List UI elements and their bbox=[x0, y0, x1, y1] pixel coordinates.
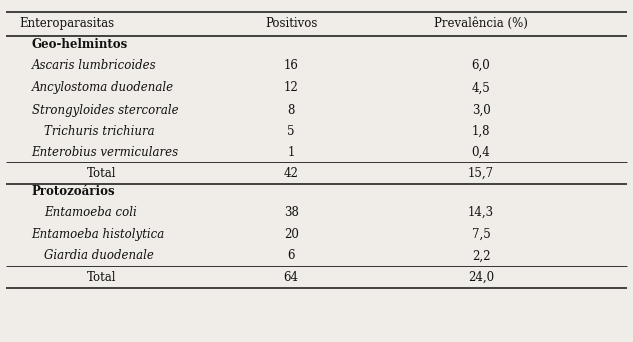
Text: Prevalência (%): Prevalência (%) bbox=[434, 17, 528, 30]
Text: 8: 8 bbox=[287, 104, 295, 117]
Text: Protozoários: Protozoários bbox=[32, 185, 115, 198]
Text: 6: 6 bbox=[287, 249, 295, 262]
Text: 16: 16 bbox=[284, 59, 299, 72]
Text: 1,8: 1,8 bbox=[472, 125, 491, 138]
Text: Total: Total bbox=[87, 271, 116, 284]
Text: 3,0: 3,0 bbox=[472, 104, 491, 117]
Text: Trichuris trichiura: Trichuris trichiura bbox=[44, 125, 155, 138]
Text: 15,7: 15,7 bbox=[468, 167, 494, 180]
Text: 42: 42 bbox=[284, 167, 299, 180]
Text: Enteroparasitas: Enteroparasitas bbox=[19, 17, 114, 30]
Text: Ascaris lumbricoides: Ascaris lumbricoides bbox=[32, 59, 156, 72]
Text: Ancylostoma duodenale: Ancylostoma duodenale bbox=[32, 81, 174, 94]
Text: Entamoeba coli: Entamoeba coli bbox=[44, 206, 137, 219]
Text: 20: 20 bbox=[284, 228, 299, 241]
Text: 1: 1 bbox=[287, 146, 295, 159]
Text: 64: 64 bbox=[284, 271, 299, 284]
Text: 4,5: 4,5 bbox=[472, 81, 491, 94]
Text: 14,3: 14,3 bbox=[468, 206, 494, 219]
Text: Strongyloides stercorale: Strongyloides stercorale bbox=[32, 104, 179, 117]
Text: 2,2: 2,2 bbox=[472, 249, 491, 262]
Text: Giardia duodenale: Giardia duodenale bbox=[44, 249, 154, 262]
Text: Total: Total bbox=[87, 167, 116, 180]
Text: 24,0: 24,0 bbox=[468, 271, 494, 284]
Text: 5: 5 bbox=[287, 125, 295, 138]
Text: Enterobius vermiculares: Enterobius vermiculares bbox=[32, 146, 179, 159]
Text: 0,4: 0,4 bbox=[472, 146, 491, 159]
Text: Positivos: Positivos bbox=[265, 17, 317, 30]
Text: 6,0: 6,0 bbox=[472, 59, 491, 72]
Text: 7,5: 7,5 bbox=[472, 228, 491, 241]
Text: 38: 38 bbox=[284, 206, 299, 219]
Text: Geo-helmintos: Geo-helmintos bbox=[32, 38, 128, 51]
Text: 12: 12 bbox=[284, 81, 299, 94]
Text: Entamoeba histolytica: Entamoeba histolytica bbox=[32, 228, 165, 241]
